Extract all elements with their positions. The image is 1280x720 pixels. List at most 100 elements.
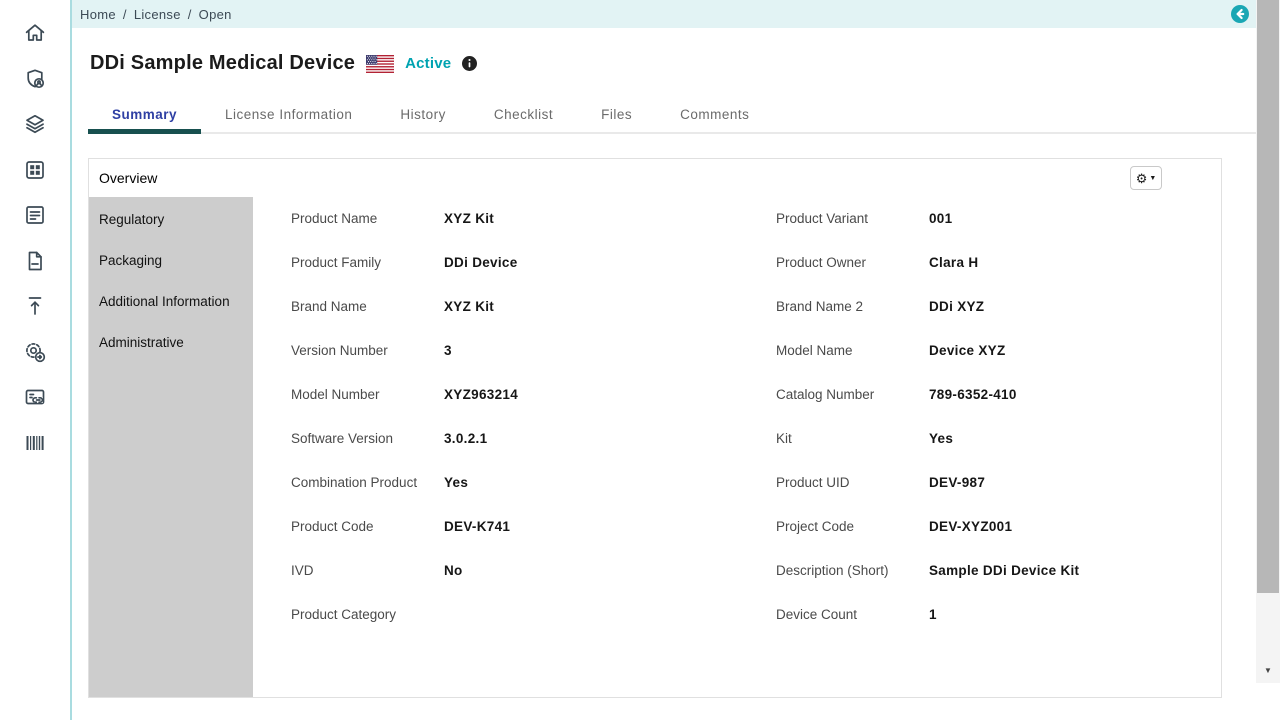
subnav-item[interactable]: Packaging: [99, 253, 163, 268]
icon-sidebar: [0, 0, 70, 720]
tab[interactable]: License Information: [225, 107, 353, 122]
document-icon[interactable]: [23, 249, 47, 273]
field-row: Combination Product Yes Product UID DEV-…: [291, 473, 1221, 517]
field-row: Model Number XYZ963214 Catalog Number 78…: [291, 385, 1221, 429]
tab[interactable]: History: [400, 107, 446, 122]
field: Product Owner Clara H: [776, 253, 1221, 297]
field-value: No: [444, 563, 463, 578]
form-icon[interactable]: [23, 203, 47, 227]
field-value: DEV-XYZ001: [929, 519, 1013, 534]
vertical-scrollbar[interactable]: ▼: [1256, 0, 1280, 683]
scroll-down-arrow[interactable]: ▼: [1264, 666, 1272, 675]
breadcrumb-item[interactable]: License: [133, 6, 181, 22]
field-value: 789-6352-410: [929, 387, 1017, 402]
page-title: DDi Sample Medical Device: [90, 52, 356, 74]
back-button[interactable]: [1231, 5, 1249, 23]
field-value: XYZ Kit: [444, 211, 495, 226]
field-label: Product Code: [291, 519, 374, 534]
tab[interactable]: Checklist: [493, 107, 554, 122]
field-label: Brand Name 2: [776, 299, 864, 314]
field-label: Product Variant: [776, 211, 869, 226]
field-value: 001: [929, 211, 953, 226]
field-value: XYZ Kit: [444, 299, 495, 314]
field: Product Code DEV-K741: [291, 517, 776, 561]
tab[interactable]: Summary: [88, 95, 202, 134]
field-label: Model Number: [291, 387, 380, 402]
field-row: Version Number 3 Model Name Device XYZ: [291, 341, 1221, 385]
arrow-left-icon: [1231, 5, 1249, 23]
breadcrumb-bar: Home/ License/ Open/: [72, 0, 1256, 28]
subnav-item[interactable]: Regulatory: [99, 212, 165, 227]
field: Product UID DEV-987: [776, 473, 1221, 517]
info-icon[interactable]: [462, 56, 478, 71]
field-label: Product Family: [291, 255, 382, 270]
field-value: Sample DDi Device Kit: [929, 563, 1080, 578]
field-value: Device XYZ: [929, 343, 1006, 358]
breadcrumb-item[interactable]: Open: [198, 6, 232, 22]
upload-icon[interactable]: [23, 294, 47, 318]
field: Software Version 3.0.2.1: [291, 429, 776, 473]
breadcrumb-item[interactable]: Home: [80, 6, 116, 22]
field-value: DEV-987: [929, 475, 986, 490]
field-value: DEV-K741: [444, 519, 511, 534]
shield-user-icon[interactable]: [23, 67, 47, 91]
field-label: Device Count: [776, 607, 858, 622]
field: Device Count 1: [776, 605, 1221, 649]
tab[interactable]: Comments: [680, 107, 750, 122]
subnav-item[interactable]: Additional Information: [99, 294, 230, 309]
panel-title: Overview: [99, 170, 158, 186]
field-label: Catalog Number: [776, 387, 875, 402]
layers-icon[interactable]: [23, 112, 47, 136]
field: IVD No: [291, 561, 776, 605]
field-value: Yes: [444, 475, 469, 490]
card-link-icon[interactable]: [23, 385, 47, 409]
field-value: Clara H: [929, 255, 979, 270]
barcode-icon[interactable]: [23, 431, 47, 455]
field-label: Product Owner: [776, 255, 867, 270]
breadcrumb: Home/ License/ Open/: [80, 7, 232, 22]
scrollbar-thumb[interactable]: [1257, 0, 1279, 593]
gear-icon: ⚙: [1135, 170, 1148, 186]
tab[interactable]: Files: [601, 107, 633, 122]
us-flag-icon: [366, 54, 395, 73]
field-label: Product UID: [776, 475, 850, 490]
panel-header: Overview ⚙ ▼: [89, 159, 1221, 197]
breadcrumb-separator: /: [122, 6, 127, 22]
field-label: Product Name: [291, 211, 378, 226]
field-row: IVD No Description (Short) Sample DDi De…: [291, 561, 1221, 605]
field: Brand Name XYZ Kit: [291, 297, 776, 341]
home-icon[interactable]: [23, 21, 47, 45]
gear-sync-icon[interactable]: [23, 340, 47, 364]
field-row: Product Category Device Count 1: [291, 605, 1221, 649]
field-value: XYZ963214: [444, 387, 519, 402]
field-label: Project Code: [776, 519, 855, 534]
panel-body: Regulatory Packaging Additional Informat…: [89, 197, 1221, 697]
field: Version Number 3: [291, 341, 776, 385]
title-row: DDi Sample Medical Device: [90, 52, 1256, 75]
breadcrumb-separator: /: [187, 6, 192, 22]
field: Catalog Number 789-6352-410: [776, 385, 1221, 429]
field-grid: Product Name XYZ Kit Product Variant 001…: [253, 197, 1221, 697]
panel-settings-button[interactable]: ⚙ ▼: [1130, 166, 1162, 190]
field-row: Software Version 3.0.2.1 Kit Yes: [291, 429, 1221, 473]
field-label: Combination Product: [291, 475, 418, 490]
field-value: 1: [929, 607, 937, 622]
field-row: Brand Name XYZ Kit Brand Name 2 DDi XYZ: [291, 297, 1221, 341]
field-row: Product Code DEV-K741 Project Code DEV-X…: [291, 517, 1221, 561]
field-label: Brand Name: [291, 299, 367, 314]
field: Product Family DDi Device: [291, 253, 776, 297]
grid-icon[interactable]: [23, 158, 47, 182]
subnav-item[interactable]: Administrative: [99, 335, 184, 350]
field: Product Name XYZ Kit: [291, 209, 776, 253]
tab-bar: Summary License Information History Chec…: [88, 95, 1256, 134]
main-area: Home/ License/ Open/ DDi Sample Medical …: [70, 0, 1256, 720]
field-value: DDi XYZ: [929, 299, 985, 314]
field-label: Kit: [776, 431, 792, 446]
overview-panel: Overview ⚙ ▼ Regulatory Packaging Additi…: [88, 158, 1222, 698]
field-value: Yes: [929, 431, 954, 446]
status-badge: Active: [405, 55, 452, 72]
field-label: Model Name: [776, 343, 853, 358]
field-value: 3.0.2.1: [444, 431, 488, 446]
field: Project Code DEV-XYZ001: [776, 517, 1221, 561]
